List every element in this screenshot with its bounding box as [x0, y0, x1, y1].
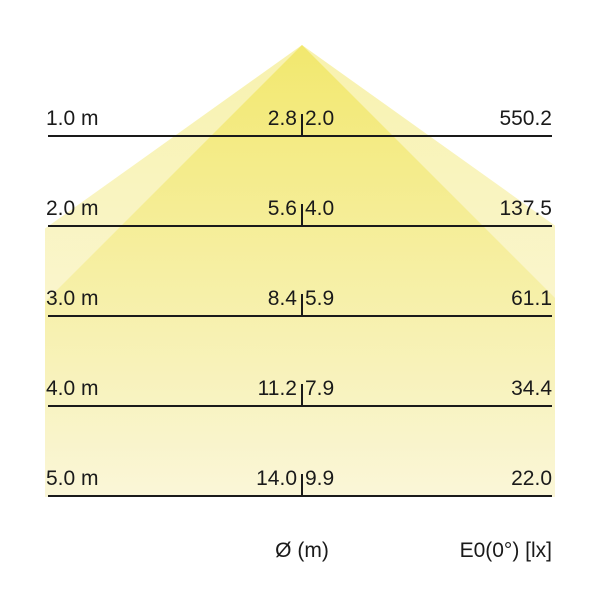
table-row: 5.0 m 14.0 9.9 22.0 — [0, 455, 600, 497]
diameter-wide-value: 11.2 — [257, 377, 297, 400]
diameter-wide-value: 2.8 — [267, 107, 297, 130]
table-row: 3.0 m 8.4 5.9 61.1 — [0, 275, 600, 317]
distance-line — [48, 225, 552, 227]
diameter-narrow-value: 4.0 — [305, 197, 335, 220]
distance-label: 5.0 m — [46, 467, 99, 490]
distance-label: 4.0 m — [46, 377, 99, 400]
diameter-wide-value: 14.0 — [256, 467, 297, 490]
distance-label: 1.0 m — [46, 107, 99, 130]
diameter-axis-label: Ø (m) — [275, 539, 329, 562]
diameter-wide-value: 5.6 — [267, 197, 297, 220]
diameter-narrow-value: 5.9 — [305, 287, 335, 310]
distance-line — [48, 495, 552, 497]
center-tick — [301, 294, 303, 315]
diameter-narrow-value: 2.0 — [305, 107, 335, 130]
illuminance-value: 61.1 — [511, 287, 552, 310]
diameter-narrow-value: 9.9 — [305, 467, 335, 490]
distance-label: 3.0 m — [46, 287, 99, 310]
table-row: 4.0 m 11.2 7.9 34.4 — [0, 365, 600, 407]
table-row: 2.0 m 5.6 4.0 137.5 — [0, 185, 600, 227]
table-row: 1.0 m 2.8 2.0 550.2 — [0, 95, 600, 137]
illuminance-axis-label: E0(0°) [lx] — [459, 539, 552, 562]
beam-cone-inner — [45, 45, 555, 497]
illuminance-value: 550.2 — [499, 107, 552, 130]
diameter-narrow-value: 7.9 — [305, 377, 335, 400]
distance-line — [48, 315, 552, 317]
illuminance-value: 137.5 — [499, 197, 552, 220]
center-tick — [301, 114, 303, 135]
illuminance-value: 22.0 — [511, 467, 552, 490]
distance-label: 2.0 m — [46, 197, 99, 220]
center-tick — [301, 384, 303, 405]
illuminance-value: 34.4 — [511, 377, 552, 400]
distance-line — [48, 135, 552, 137]
diameter-wide-value: 8.4 — [267, 287, 297, 310]
center-tick — [301, 474, 303, 495]
center-tick — [301, 204, 303, 225]
distance-line — [48, 405, 552, 407]
